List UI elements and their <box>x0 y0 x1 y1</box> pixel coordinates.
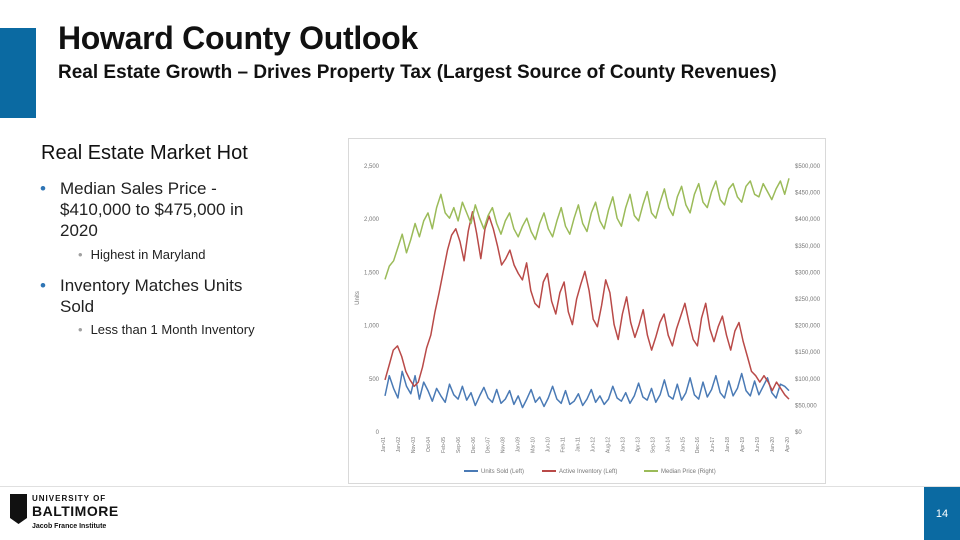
left-tick-label: 2,500 <box>364 164 380 170</box>
right-tick-label: $150,000 <box>795 350 821 356</box>
sub-bullet-dot-icon: • <box>78 247 83 262</box>
right-tick-label: $0 <box>795 430 802 436</box>
x-tick-label: Jan-13 <box>620 437 626 453</box>
footer-divider <box>0 486 960 487</box>
x-tick-label: Aug-12 <box>605 437 611 453</box>
legend-label: Active Inventory (Left) <box>559 469 617 475</box>
x-tick-label: Apr-19 <box>740 437 746 452</box>
x-tick-label: Jan-09 <box>516 437 522 453</box>
chart-container: 0 500 1,000 1,500 2,000 2,500 $0 $50,000 $100,00… <box>348 138 826 484</box>
x-tick-label: Jun-12 <box>590 437 596 453</box>
x-tick-label: Sep-06 <box>456 437 462 453</box>
sub-bullet-highest: • Highest in Maryland <box>78 247 205 262</box>
left-tick-label: 500 <box>369 377 380 383</box>
sub-bullet-text: Less than 1 Month Inventory <box>90 322 255 337</box>
sub-bullet-dot-icon: • <box>78 322 83 337</box>
x-tick-label: Jun-17 <box>710 437 716 453</box>
page-number: 14 <box>924 487 960 540</box>
x-tick-label: Nov-03 <box>411 437 417 453</box>
right-tick-label: $50,000 <box>795 403 817 409</box>
x-tick-label: Jan-14 <box>665 437 671 453</box>
bullet-text: Median Sales Price - $410,000 to $475,00… <box>60 179 244 240</box>
right-tick-label: $100,000 <box>795 377 821 383</box>
bullet-dot-icon: • <box>40 276 46 295</box>
x-tick-label: Apr-20 <box>785 437 791 452</box>
right-tick-label: $400,000 <box>795 217 821 223</box>
x-tick-label: Jan-01 <box>381 437 387 453</box>
logo-line3: Jacob France Institute <box>32 523 107 530</box>
left-tick-label: 0 <box>376 430 380 436</box>
bullet-median-price: • Median Sales Price - $410,000 to $475,… <box>40 178 272 241</box>
x-tick-label: Jan-18 <box>725 437 731 453</box>
right-tick-label: $200,000 <box>795 324 821 330</box>
x-tick-label: Jun-10 <box>546 437 552 453</box>
x-tick-label: Feb-05 <box>441 437 447 453</box>
right-tick-label: $250,000 <box>795 297 821 303</box>
left-tick-label: 1,500 <box>364 270 380 276</box>
x-tick-label: Oct-04 <box>426 437 432 452</box>
x-tick-label: Jan-15 <box>680 437 686 453</box>
x-tick-label: Jan-11 <box>576 437 582 452</box>
x-tick-label: Jun-19 <box>755 437 761 453</box>
x-tick-label: Mar-10 <box>531 437 537 453</box>
logo-line2: BALTIMORE <box>32 503 119 519</box>
right-tick-label: $300,000 <box>795 270 821 276</box>
section-heading: Real Estate Market Hot <box>41 142 248 164</box>
x-tick-label: Feb-11 <box>561 437 567 453</box>
header-accent-bar <box>0 28 36 118</box>
x-tick-label: Dec-16 <box>695 437 701 453</box>
x-tick-label: Nov-08 <box>501 437 507 453</box>
x-tick-label: Jan-20 <box>770 437 776 453</box>
legend-label: Units Sold (Left) <box>481 469 524 475</box>
median-price-line <box>384 178 790 280</box>
bullet-inventory: • Inventory Matches Units Sold <box>40 275 272 317</box>
right-tick-label: $350,000 <box>795 244 821 250</box>
left-tick-label: 2,000 <box>364 217 380 223</box>
y-axis-label: Units <box>355 291 361 305</box>
right-tick-label: $500,000 <box>795 164 821 170</box>
units-sold-line <box>384 370 790 409</box>
university-logo: UNIVERSITY OF BALTIMORE Jacob France Ins… <box>10 494 160 534</box>
logo-line1: UNIVERSITY OF <box>32 494 107 503</box>
bullet-text: Inventory Matches Units Sold <box>60 276 243 316</box>
slide-title: Howard County Outlook <box>58 20 418 56</box>
shield-icon <box>10 494 27 524</box>
legend-label: Median Price (Right) <box>661 469 716 475</box>
sub-bullet-text: Highest in Maryland <box>90 247 206 262</box>
bullet-dot-icon: • <box>40 179 46 198</box>
x-tick-label: Sep-13 <box>650 437 656 453</box>
slide-subtitle: Real Estate Growth – Drives Property Tax… <box>58 62 777 83</box>
active-inventory-line <box>384 211 790 400</box>
x-tick-label: Apr-13 <box>635 437 641 452</box>
left-tick-label: 1,000 <box>364 324 380 330</box>
x-tick-label: Dec-07 <box>486 437 492 453</box>
x-tick-label: Jan-02 <box>396 437 402 453</box>
sub-bullet-inventory: • Less than 1 Month Inventory <box>78 322 255 337</box>
x-tick-label: Dec-06 <box>471 437 477 453</box>
real-estate-chart: 0 500 1,000 1,500 2,000 2,500 $0 $50,000 $100,00… <box>355 164 821 475</box>
right-tick-label: $450,000 <box>795 191 821 197</box>
